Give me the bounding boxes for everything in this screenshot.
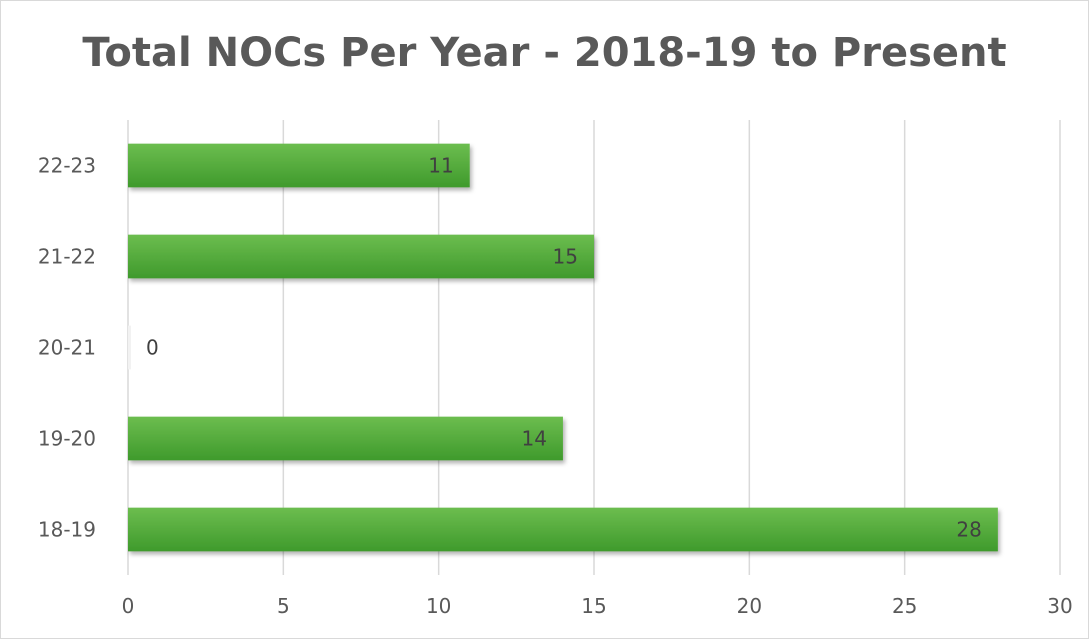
labels: 0 5 10 15 20 25 30 18-19 28 19-20 14 20-21 0 21-22 15 2… (38, 154, 1073, 619)
y-tick-label-21-22: 21-22 (38, 245, 96, 269)
bar-22-23 (128, 143, 470, 188)
bar-19-20 (128, 416, 563, 461)
x-tick-label-25: 25 (892, 594, 917, 618)
data-label-21-22: 15 (553, 245, 578, 269)
bar-21-22 (128, 234, 594, 279)
x-tick-label-5: 5 (277, 594, 290, 618)
x-tick-label-10: 10 (426, 594, 451, 618)
data-label-22-23: 11 (428, 154, 453, 178)
x-tick-label-0: 0 (122, 594, 135, 618)
y-tick-label-18-19: 18-19 (38, 518, 96, 542)
bars (128, 143, 998, 552)
chart-title: Total NOCs Per Year - 2018-19 to Present (82, 30, 1007, 76)
data-label-19-20: 14 (521, 427, 546, 451)
gridlines (127, 120, 1061, 575)
y-tick-label-20-21: 20-21 (38, 336, 96, 360)
x-tick-label-20: 20 (737, 594, 762, 618)
data-label-20-21: 0 (146, 336, 159, 360)
x-tick-label-15: 15 (581, 594, 606, 618)
y-tick-label-19-20: 19-20 (38, 427, 96, 451)
y-tick-label-22-23: 22-23 (38, 154, 96, 178)
bar-18-19 (128, 507, 998, 552)
data-label-18-19: 28 (956, 518, 981, 542)
x-tick-label-30: 30 (1047, 594, 1072, 618)
bar-20-21 (128, 325, 131, 370)
